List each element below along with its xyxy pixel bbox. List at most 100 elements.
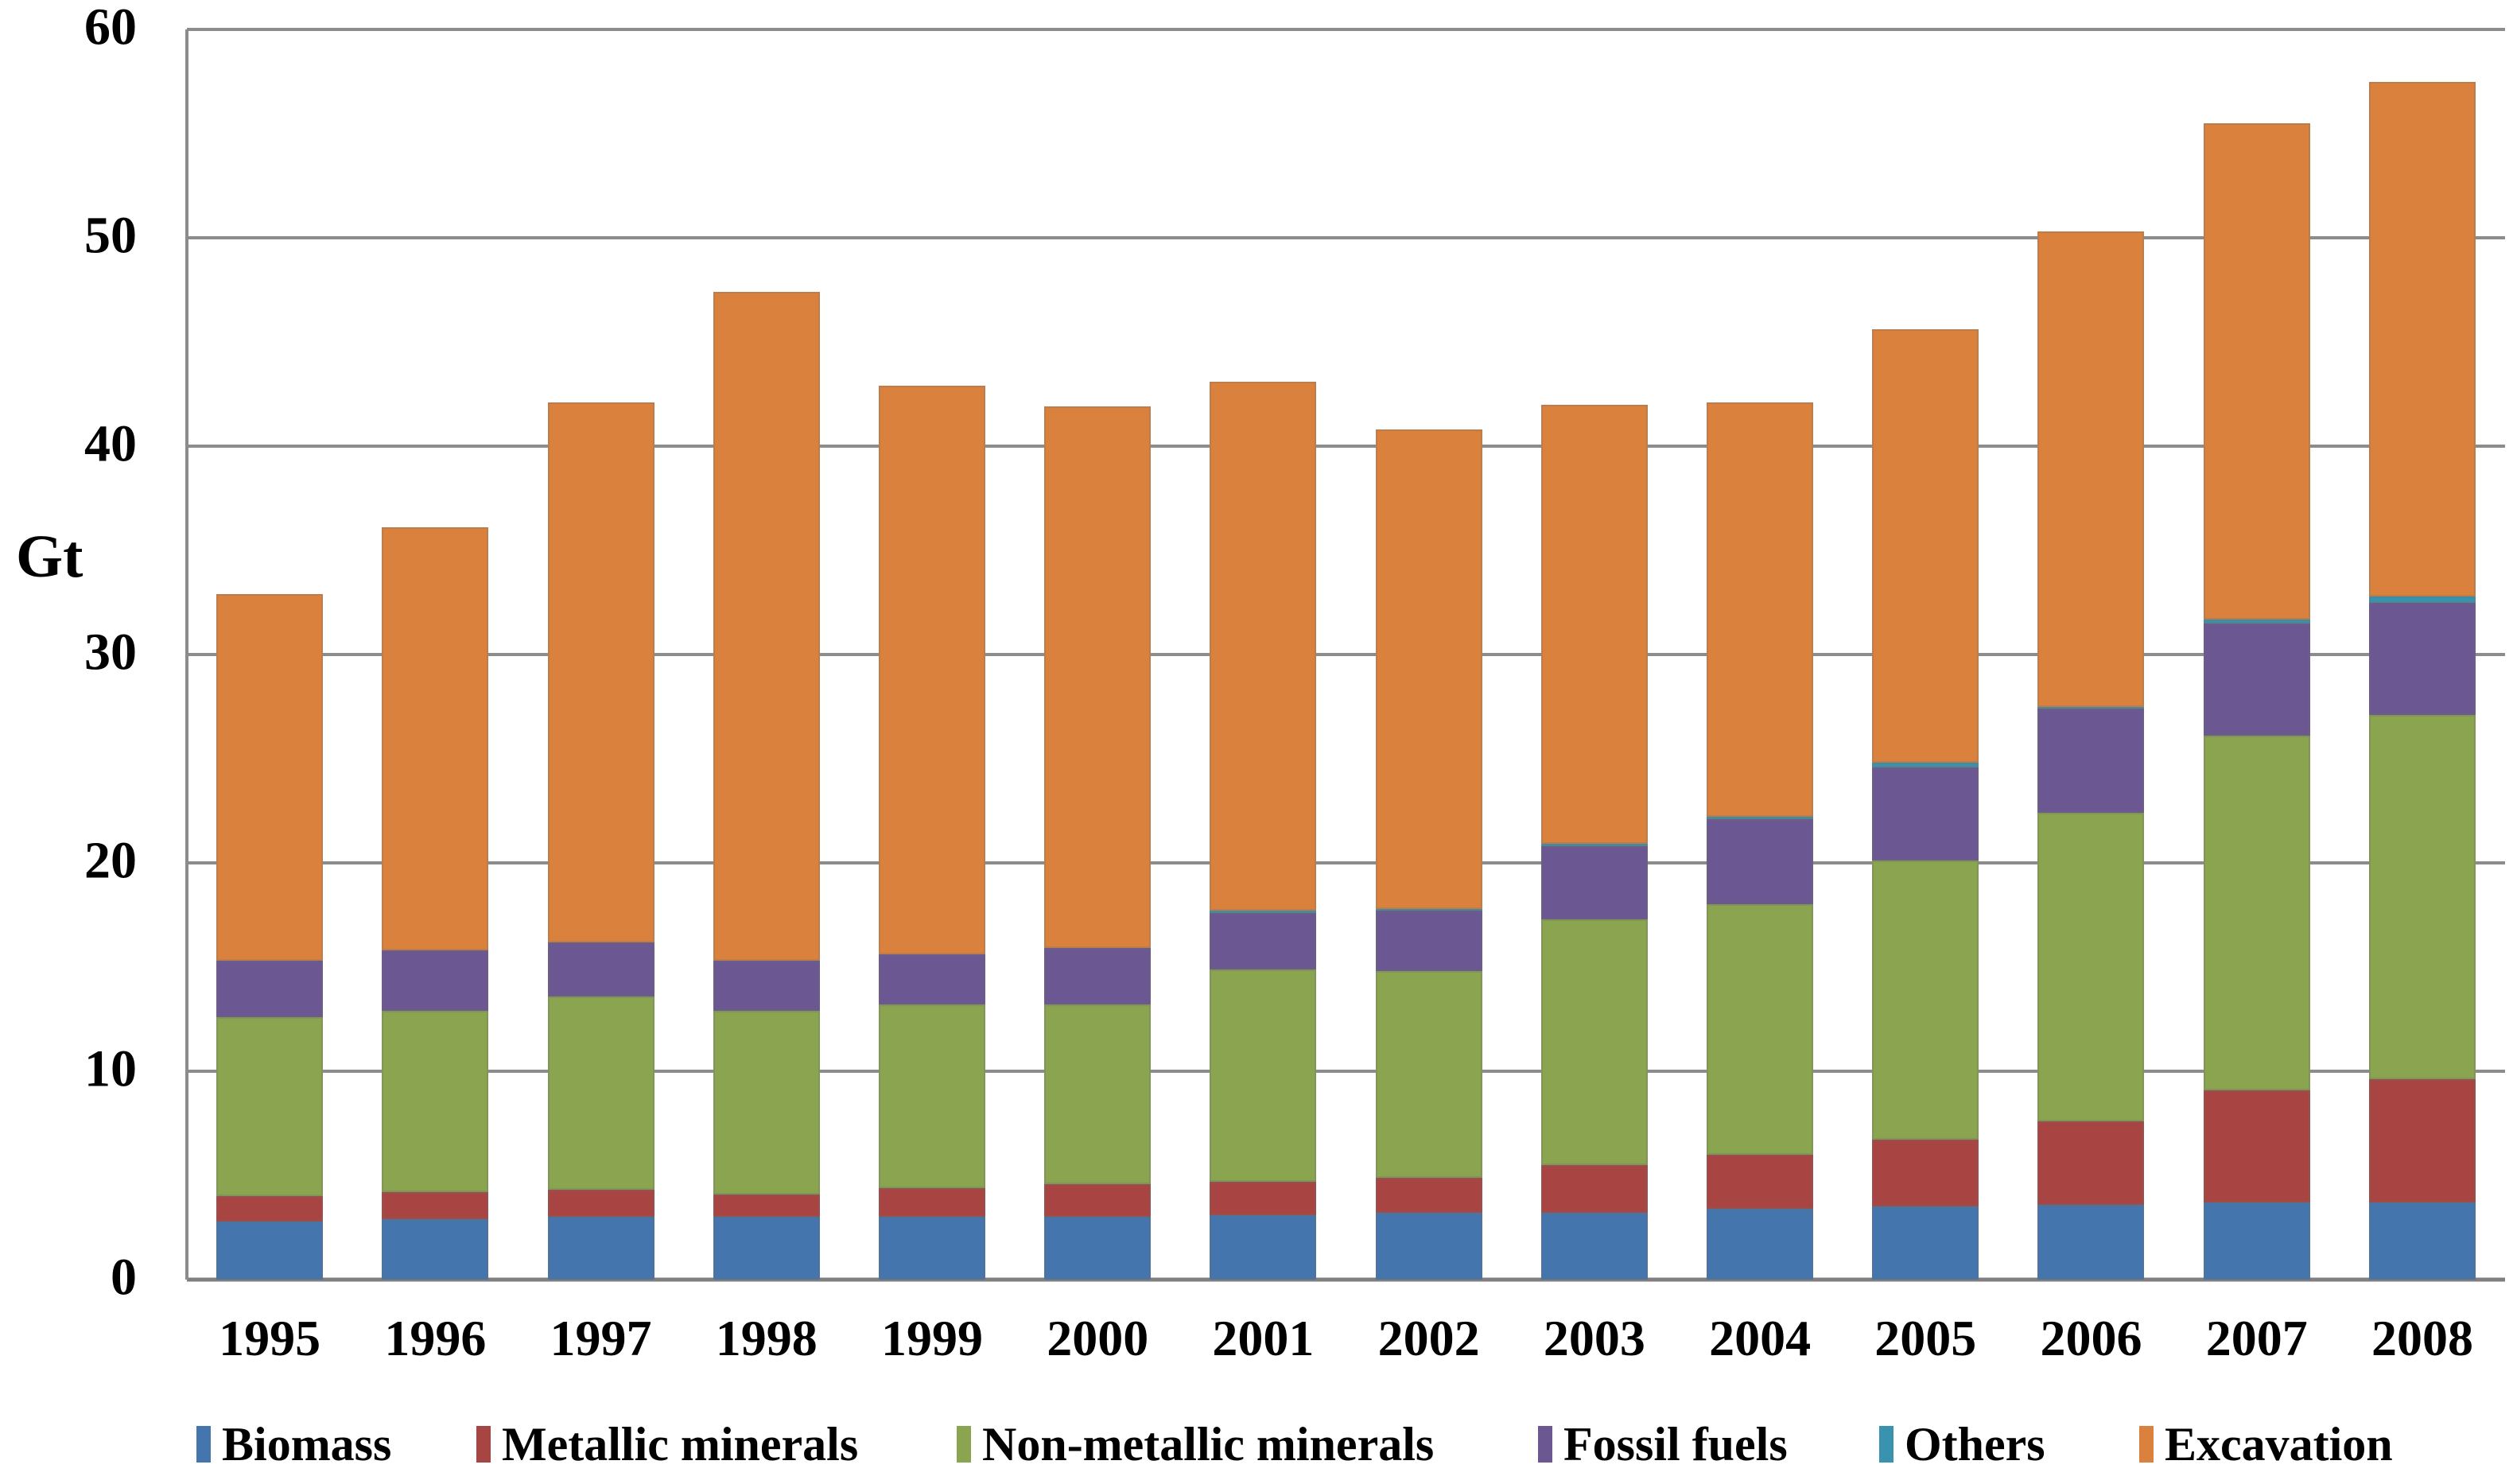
bar-segment <box>1707 1154 1814 1209</box>
x-axis-label-2004: 2004 <box>1709 1310 1812 1366</box>
legend-label: Non-metallic minerals <box>982 1418 1435 1470</box>
legend-marker-icon <box>1879 1426 1893 1463</box>
bar-segment <box>382 950 489 1012</box>
bar-segment <box>878 1217 985 1280</box>
bar-segment <box>2368 1202 2476 1280</box>
bar-segment <box>216 1016 324 1197</box>
bar-slot-2007 <box>2174 29 2340 1280</box>
bar-segment <box>382 1191 489 1220</box>
bar-slot-2008 <box>2340 29 2505 1280</box>
bar-segment <box>2203 623 2310 736</box>
legend-item-biomass: Biomass <box>196 1419 391 1470</box>
bar-segment <box>2037 709 2145 814</box>
bar-segment <box>2368 1079 2476 1203</box>
bar-segment <box>1375 971 1482 1178</box>
bar-segment <box>1044 406 1152 949</box>
bar-segment <box>2203 1202 2310 1280</box>
x-axis-label-2003: 2003 <box>1543 1310 1645 1366</box>
bar-segment <box>2203 1090 2310 1203</box>
bar-segment <box>1210 1214 1317 1280</box>
gridline <box>187 653 2505 656</box>
bar-slot-1999 <box>849 29 1015 1280</box>
bar-segment <box>1375 1213 1482 1280</box>
bar-segment <box>547 1190 654 1218</box>
bar-segment <box>1540 1213 1648 1280</box>
bar-slot-1998 <box>684 29 849 1280</box>
bar-segment <box>1707 1208 1814 1280</box>
gridline <box>187 445 2505 448</box>
legend-item-non-metallic-minerals: Non-metallic minerals <box>957 1419 1434 1470</box>
bar-segment <box>1540 1164 1648 1214</box>
bar-segment <box>1210 381 1317 911</box>
legend-item-metallic-minerals: Metallic minerals <box>476 1419 858 1470</box>
x-axis-labels: 1995 1996 1997 1998 1999 2000 2001 2002 2003 2004… <box>187 1310 2505 1366</box>
bar-slot-2000 <box>1015 29 1180 1280</box>
bar-segment <box>2037 1204 2145 1280</box>
x-axis-label-2008: 2008 <box>2371 1310 2473 1366</box>
y-tick-label: 0 <box>111 1248 137 1307</box>
bar-segment <box>547 402 654 942</box>
bar-segment <box>1044 1004 1152 1184</box>
plot-area <box>185 28 2505 1282</box>
bar-segment <box>878 1004 985 1188</box>
bar-segment <box>1044 1217 1152 1280</box>
bar-segment <box>216 1221 324 1280</box>
bar-segment <box>1375 911 1482 972</box>
bar-segment <box>2368 81 2476 596</box>
stacked-bar-2002 <box>1375 429 1482 1280</box>
bar-segment <box>1375 908 1482 911</box>
bar-segment <box>713 1194 820 1218</box>
bar-slot-2005 <box>1843 29 2008 1280</box>
bar-segment <box>2368 714 2476 1080</box>
bar-segment <box>1540 844 1648 847</box>
stacked-bar-2006 <box>2037 231 2145 1280</box>
stacked-bar-1998 <box>713 292 820 1280</box>
legend-marker-icon <box>476 1426 491 1463</box>
bar-slot-1995 <box>187 29 352 1280</box>
stacked-bar-2005 <box>1872 329 1979 1280</box>
x-axis-label-2002: 2002 <box>1377 1310 1480 1366</box>
bar-segment <box>547 996 654 1191</box>
bar-segment <box>2037 813 2145 1121</box>
bar-segment <box>1872 1206 1979 1280</box>
bar-segment <box>713 1217 820 1280</box>
bar-segment <box>1210 1181 1317 1215</box>
stacked-bar-1995 <box>216 594 324 1280</box>
bar-segment <box>1375 429 1482 909</box>
legend-item-fossil-fuels: Fossil fuels <box>1538 1419 1788 1470</box>
legend-item-excavation: Excavation <box>2139 1419 2393 1470</box>
bar-segment <box>878 1187 985 1218</box>
y-axis-line <box>185 29 188 1280</box>
gridline <box>187 236 2505 239</box>
legend-label: Fossil fuels <box>1563 1418 1788 1470</box>
y-tick-label: 50 <box>84 206 137 265</box>
stacked-bar-2004 <box>1707 402 1814 1280</box>
bar-segment <box>2368 596 2476 603</box>
bar-segment <box>1375 1177 1482 1214</box>
bar-segment <box>878 386 985 955</box>
bar-segment <box>2037 706 2145 709</box>
bar-segment <box>382 1219 489 1280</box>
bar-segment <box>2203 619 2310 624</box>
y-tick-label: 60 <box>84 0 137 56</box>
bar-slot-1997 <box>518 29 683 1280</box>
bar-segment <box>1044 1183 1152 1218</box>
bar-segment <box>547 1217 654 1280</box>
stacked-bar-1996 <box>382 527 489 1280</box>
x-axis-label-1995: 1995 <box>219 1310 321 1366</box>
bar-slot-2004 <box>1677 29 1843 1280</box>
bar-segment <box>547 942 654 996</box>
legend-marker-icon <box>2139 1426 2154 1463</box>
bar-segment <box>1210 912 1317 969</box>
bar-segment <box>1540 846 1648 919</box>
y-tick-label: 40 <box>84 414 137 473</box>
x-axis-label-1999: 1999 <box>880 1310 983 1366</box>
bar-segment <box>216 594 324 961</box>
bar-segment <box>2037 231 2145 707</box>
bar-segment <box>713 292 820 961</box>
stacked-bar-2007 <box>2203 122 2310 1280</box>
stacked-bar-2008 <box>2368 81 2476 1280</box>
bar-slot-2006 <box>2008 29 2173 1280</box>
y-tick-label: 30 <box>84 623 137 682</box>
